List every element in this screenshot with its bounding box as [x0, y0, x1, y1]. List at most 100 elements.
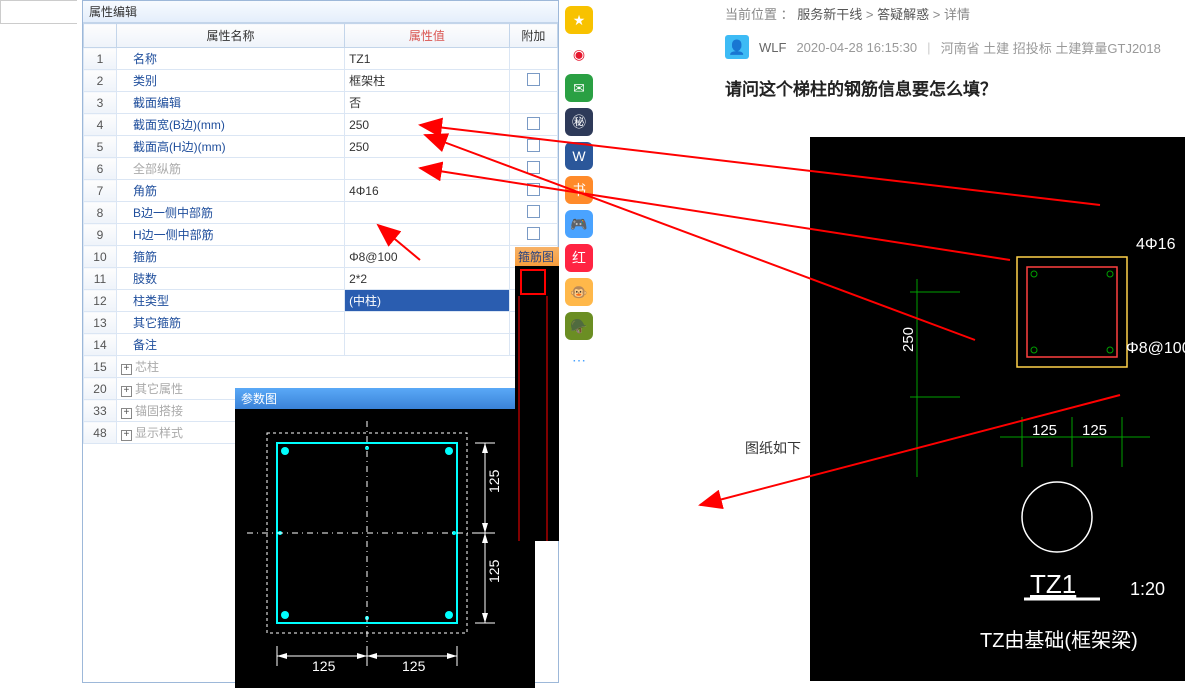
mail-icon[interactable]: ✉ — [565, 74, 593, 102]
table-row[interactable]: 9H边一侧中部筋 — [84, 224, 558, 246]
breadcrumb-b[interactable]: 答疑解惑 — [877, 7, 929, 22]
prop-name: 其它箍筋 — [116, 312, 344, 334]
table-row[interactable]: 14备注 — [84, 334, 558, 356]
table-group-row[interactable]: 15+芯柱 — [84, 356, 558, 378]
prop-name: 肢数 — [116, 268, 344, 290]
prop-extra[interactable] — [509, 136, 557, 158]
table-row[interactable]: 13其它箍筋 — [84, 312, 558, 334]
table-row[interactable]: 6全部纵筋 — [84, 158, 558, 180]
word-icon[interactable]: W — [565, 142, 593, 170]
param-figure-title: 参数图 — [235, 388, 535, 409]
prop-value[interactable] — [345, 224, 510, 246]
table-row[interactable]: 4截面宽(B边)(mm)250 — [84, 114, 558, 136]
cad-svg: 4Φ16 Φ8@100 250 125 125 TZ1 1:20 TZ由基础(框… — [810, 137, 1185, 681]
cad-figure: 4Φ16 Φ8@100 250 125 125 TZ1 1:20 TZ由基础(框… — [810, 137, 1185, 681]
svg-text:TZ由基础(框架梁): TZ由基础(框架梁) — [980, 629, 1138, 652]
novel-icon[interactable]: 书 — [565, 176, 593, 204]
prop-name: B边一侧中部筋 — [116, 202, 344, 224]
col-value: 属性值 — [345, 24, 510, 48]
table-row[interactable]: 2类别框架柱 — [84, 70, 558, 92]
globe-icon[interactable]: ㊙ — [565, 108, 593, 136]
rownum: 1 — [84, 48, 117, 70]
qzone-icon[interactable]: ★ — [565, 6, 593, 34]
figure-caption: 图纸如下 — [745, 438, 801, 458]
prop-extra[interactable] — [509, 158, 557, 180]
table-row[interactable]: 8B边一侧中部筋 — [84, 202, 558, 224]
property-panel-title: 属性编辑 — [83, 1, 558, 23]
rownum: 10 — [84, 246, 117, 268]
svg-text:4Φ16: 4Φ16 — [1136, 236, 1176, 253]
prop-extra[interactable] — [509, 114, 557, 136]
table-row[interactable]: 7角筋4Φ16 — [84, 180, 558, 202]
prop-value[interactable]: Φ8@100 — [345, 246, 510, 268]
prop-value[interactable]: 框架柱 — [345, 70, 510, 92]
prop-extra[interactable] — [509, 224, 557, 246]
table-row[interactable]: 5截面高(H边)(mm)250 — [84, 136, 558, 158]
rownum: 8 — [84, 202, 117, 224]
svg-text:125: 125 — [1082, 422, 1107, 439]
rownum: 20 — [84, 378, 117, 400]
rownum: 2 — [84, 70, 117, 92]
prop-extra[interactable] — [509, 48, 557, 70]
rownum: 11 — [84, 268, 117, 290]
rownum: 12 — [84, 290, 117, 312]
breadcrumb-c: 详情 — [944, 7, 970, 22]
prop-value[interactable]: 2*2 — [345, 268, 510, 290]
svg-text:125: 125 — [1032, 422, 1057, 439]
avatar[interactable]: 👤 — [725, 35, 749, 59]
table-row[interactable]: 12柱类型(中柱) — [84, 290, 558, 312]
prop-value[interactable]: 250 — [345, 136, 510, 158]
rownum: 6 — [84, 158, 117, 180]
col-extra: 附加 — [509, 24, 557, 48]
post-meta: 👤 WLF 2020-04-28 16:15:30 | 河南省 土建 招投标 土… — [725, 35, 1185, 59]
svg-text:1:20: 1:20 — [1130, 579, 1165, 599]
prop-name: 备注 — [116, 334, 344, 356]
prop-value[interactable]: 4Φ16 — [345, 180, 510, 202]
prop-name: 名称 — [116, 48, 344, 70]
game1-icon[interactable]: 🎮 — [565, 210, 593, 238]
prop-extra[interactable] — [509, 202, 557, 224]
prop-extra[interactable] — [509, 92, 557, 114]
prop-value[interactable]: 否 — [345, 92, 510, 114]
rownum: 4 — [84, 114, 117, 136]
post-user[interactable]: WLF — [759, 40, 786, 55]
table-row[interactable]: 10箍筋Φ8@100 — [84, 246, 558, 268]
search-box[interactable]: 🔍 — [0, 0, 77, 24]
game2-icon[interactable]: 🐵 — [565, 278, 593, 306]
prop-name: 柱类型 — [116, 290, 344, 312]
prop-value[interactable]: (中柱) — [345, 290, 510, 312]
prop-value[interactable] — [345, 334, 510, 356]
svg-text:125: 125 — [312, 658, 336, 674]
table-row[interactable]: 11肢数2*2 — [84, 268, 558, 290]
stirrup-figure-title: 箍筋图 — [515, 247, 559, 266]
rownum: 13 — [84, 312, 117, 334]
weibo-icon[interactable]: ◉ — [565, 40, 593, 68]
prop-name: H边一侧中部筋 — [116, 224, 344, 246]
post-time: 2020-04-28 16:15:30 — [796, 40, 917, 55]
breadcrumb-prefix: 当前位置 ： — [725, 7, 794, 22]
prop-value[interactable]: 250 — [345, 114, 510, 136]
table-row[interactable]: 1名称TZ1 — [84, 48, 558, 70]
prop-value[interactable] — [345, 312, 510, 334]
svg-text:250: 250 — [900, 327, 917, 352]
rownum: 48 — [84, 422, 117, 444]
group-label[interactable]: +芯柱 — [116, 356, 557, 378]
more-icon[interactable]: ⋯ — [565, 346, 593, 374]
article-pane: 当前位置 ： 服务新干线 > 答疑解惑 > 详情 👤 WLF 2020-04-2… — [725, 0, 1185, 122]
breadcrumb-a[interactable]: 服务新干线 — [797, 7, 862, 22]
game3-icon[interactable]: 🪖 — [565, 312, 593, 340]
prop-value[interactable] — [345, 158, 510, 180]
property-table: 属性名称 属性值 附加 1名称TZ12类别框架柱3截面编辑否4截面宽(B边)(m… — [83, 23, 558, 444]
prop-extra[interactable] — [509, 70, 557, 92]
rownum: 7 — [84, 180, 117, 202]
rownum: 5 — [84, 136, 117, 158]
svg-text:TZ1: TZ1 — [1030, 569, 1076, 599]
svg-text:125: 125 — [486, 559, 502, 583]
prop-value[interactable]: TZ1 — [345, 48, 510, 70]
prop-value[interactable] — [345, 202, 510, 224]
breadcrumb: 当前位置 ： 服务新干线 > 答疑解惑 > 详情 — [725, 0, 1185, 35]
red-icon[interactable]: 红 — [565, 244, 593, 272]
prop-extra[interactable] — [509, 180, 557, 202]
prop-name: 截面编辑 — [116, 92, 344, 114]
table-row[interactable]: 3截面编辑否 — [84, 92, 558, 114]
